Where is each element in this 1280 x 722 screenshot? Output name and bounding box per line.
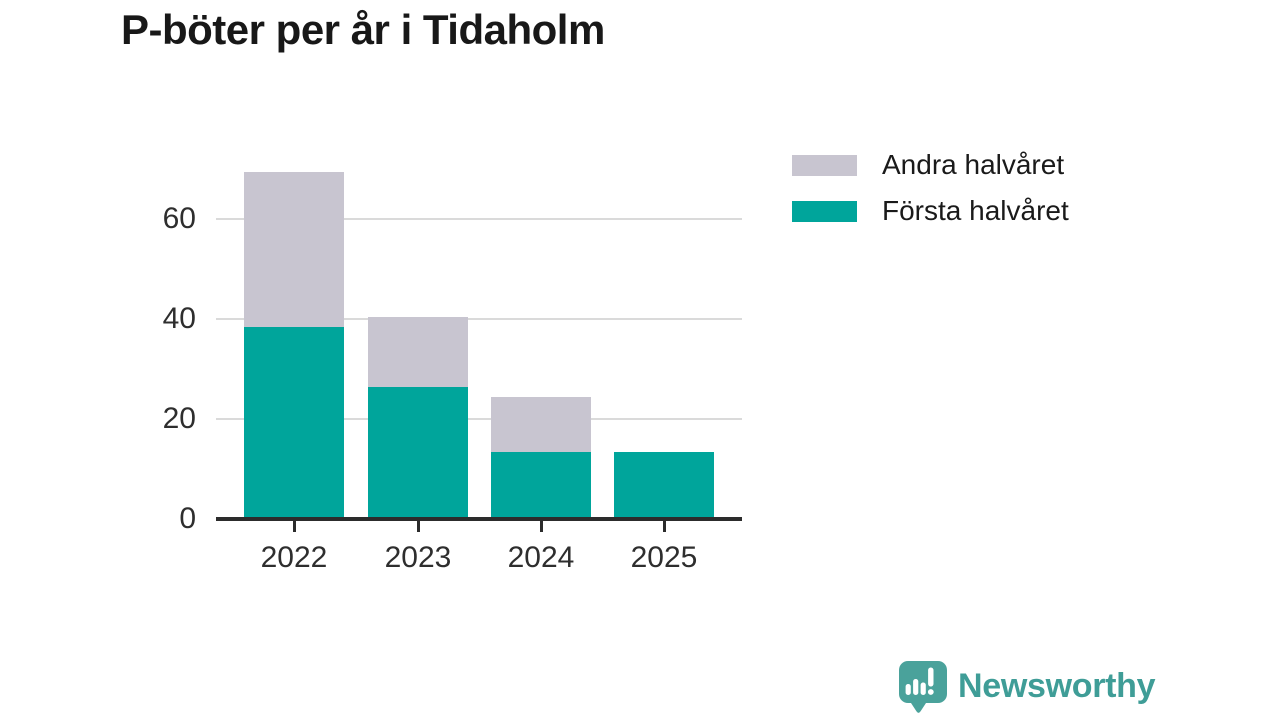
x-axis-tick — [416, 521, 420, 532]
y-axis-tick-label: 40 — [162, 302, 196, 335]
legend-label: Andra halvåret — [882, 149, 1065, 180]
y-axis-tick-label: 20 — [162, 402, 196, 435]
bar-segment-2022-series1 — [244, 172, 344, 327]
y-axis-tick-label: 60 — [162, 202, 196, 235]
bar-segment-2023-series0 — [368, 387, 468, 517]
newsworthy-logo-icon — [897, 659, 949, 722]
legend-swatch-andra — [792, 154, 857, 176]
legend-label: Första halvåret — [882, 195, 1069, 226]
bar-segment-2024-series0 — [491, 452, 591, 517]
y-axis-tick-label: 0 — [179, 502, 196, 535]
x-axis-line — [216, 517, 742, 521]
x-axis-tick — [539, 521, 543, 532]
gridline-40 — [216, 318, 742, 320]
newsworthy-wordmark: Newsworthy — [958, 667, 1156, 705]
gridline-20 — [216, 418, 742, 420]
x-axis-tick-label: 2023 — [384, 541, 452, 574]
legend-item-andra-halvaret: Andra halvåret — [792, 148, 1064, 182]
x-axis-tick-label: 2024 — [507, 541, 575, 574]
bar-segment-2025-series0 — [614, 452, 714, 517]
x-axis-tick — [292, 521, 296, 532]
newsworthy-branding: Newsworthy — [897, 659, 1156, 722]
bar-segment-2022-series0 — [244, 327, 344, 517]
bar-segment-2023-series1 — [368, 317, 468, 387]
chart-title: P-böter per år i Tidaholm — [121, 6, 605, 53]
x-axis-tick — [662, 521, 666, 532]
legend-swatch-forsta — [792, 200, 857, 222]
gridline-60 — [216, 218, 742, 220]
x-axis-tick-label: 2022 — [260, 541, 328, 574]
x-axis-tick-label: 2025 — [630, 541, 698, 574]
bar-segment-2024-series1 — [491, 397, 591, 452]
legend-item-forsta-halvaret: Första halvåret — [792, 194, 1069, 228]
